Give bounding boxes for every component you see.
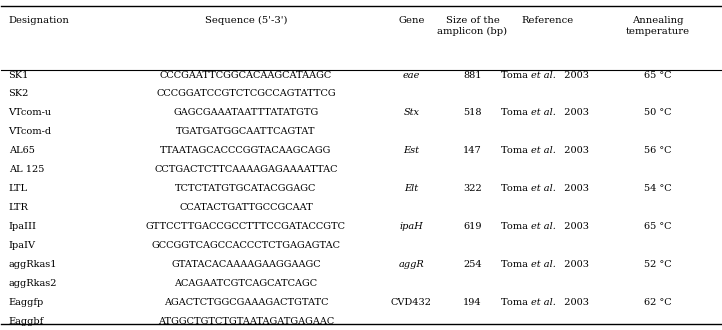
Text: CCCGGATCCGTCTCGCCAGTATTCG: CCCGGATCCGTCTCGCCAGTATTCG <box>156 89 336 98</box>
Text: GTATACACAAAAGAAGGAAGC: GTATACACAAAAGAAGGAAGC <box>171 260 321 269</box>
Text: AGACTCTGGCGAAAGACTGTATC: AGACTCTGGCGAAAGACTGTATC <box>164 298 329 307</box>
Text: 65 °C: 65 °C <box>644 222 671 231</box>
Text: 65 °C: 65 °C <box>644 71 671 80</box>
Text: aggRkas1: aggRkas1 <box>9 260 57 269</box>
Text: ipaH: ipaH <box>399 222 423 231</box>
Text: AL 125: AL 125 <box>9 165 44 175</box>
Text: Gene: Gene <box>398 16 425 25</box>
Text: VTcom-d: VTcom-d <box>9 127 52 136</box>
Text: 322: 322 <box>463 184 482 193</box>
Text: et al.: et al. <box>531 71 557 80</box>
Text: 50 °C: 50 °C <box>644 109 671 117</box>
Text: 56 °C: 56 °C <box>644 147 671 155</box>
Text: Toma: Toma <box>501 222 531 231</box>
Text: 518: 518 <box>464 109 482 117</box>
Text: 62 °C: 62 °C <box>644 298 671 307</box>
Text: SK2: SK2 <box>9 89 29 98</box>
Text: VTcom-u: VTcom-u <box>9 109 52 117</box>
Text: 147: 147 <box>463 147 482 155</box>
Text: Elt: Elt <box>404 184 419 193</box>
Text: et al.: et al. <box>531 147 557 155</box>
Text: Eaggfp: Eaggfp <box>9 298 44 307</box>
Text: Toma: Toma <box>501 298 531 307</box>
Text: 2003: 2003 <box>558 184 589 193</box>
Text: IpaIII: IpaIII <box>9 222 37 231</box>
Text: TTAATAGCACCCGGTACAAGCAGG: TTAATAGCACCCGGTACAAGCAGG <box>160 147 331 155</box>
Text: Sequence (5'-3'): Sequence (5'-3') <box>204 16 287 25</box>
Text: CCTGACTCTTCAAAAGAGAAAATTAC: CCTGACTCTTCAAAAGAGAAAATTAC <box>155 165 338 175</box>
Text: 2003: 2003 <box>558 260 589 269</box>
Text: 2003: 2003 <box>558 298 589 307</box>
Text: 2003: 2003 <box>558 71 589 80</box>
Text: eae: eae <box>403 71 420 80</box>
Text: Toma: Toma <box>501 109 531 117</box>
Text: Stx: Stx <box>404 109 419 117</box>
Text: Toma: Toma <box>501 184 531 193</box>
Text: GTTCCTTGACCGCCTTTCCGATACCGTC: GTTCCTTGACCGCCTTTCCGATACCGTC <box>146 222 346 231</box>
Text: AL65: AL65 <box>9 147 35 155</box>
Text: LTR: LTR <box>9 203 28 213</box>
Text: Reference: Reference <box>522 16 574 25</box>
Text: Toma: Toma <box>501 260 531 269</box>
Text: IpaIV: IpaIV <box>9 241 35 250</box>
Text: GCCGGTCAGCCACCCTCTGAGAGTAC: GCCGGTCAGCCACCCTCTGAGAGTAC <box>152 241 341 250</box>
Text: et al.: et al. <box>531 260 557 269</box>
Text: et al.: et al. <box>531 109 557 117</box>
Text: ACAGAATCGTCAGCATCAGC: ACAGAATCGTCAGCATCAGC <box>174 279 318 288</box>
Text: Toma: Toma <box>501 71 531 80</box>
Text: CCATACTGATTGCCGCAAT: CCATACTGATTGCCGCAAT <box>179 203 313 213</box>
Text: Est: Est <box>404 147 419 155</box>
Text: et al.: et al. <box>531 298 557 307</box>
Text: 194: 194 <box>464 298 482 307</box>
Text: 2003: 2003 <box>558 147 589 155</box>
Text: LTL: LTL <box>9 184 27 193</box>
Text: 54 °C: 54 °C <box>644 184 671 193</box>
Text: aggRkas2: aggRkas2 <box>9 279 57 288</box>
Text: Annealing
temperature: Annealing temperature <box>626 16 690 36</box>
Text: 2003: 2003 <box>558 222 589 231</box>
Text: 619: 619 <box>464 222 482 231</box>
Text: ATGGCTGTCTGTAATAGATGAGAAC: ATGGCTGTCTGTAATAGATGAGAAC <box>158 317 334 326</box>
Text: SK1: SK1 <box>9 71 29 80</box>
Text: aggR: aggR <box>399 260 425 269</box>
Text: CCCGAATTCGGCACAAGCATAAGC: CCCGAATTCGGCACAAGCATAAGC <box>160 71 332 80</box>
Text: 52 °C: 52 °C <box>644 260 671 269</box>
Text: TCTCTATGTGCATACGGAGC: TCTCTATGTGCATACGGAGC <box>175 184 317 193</box>
Text: Toma: Toma <box>501 147 531 155</box>
Text: 881: 881 <box>464 71 482 80</box>
Text: et al.: et al. <box>531 222 557 231</box>
Text: CVD432: CVD432 <box>391 298 432 307</box>
Text: 254: 254 <box>464 260 482 269</box>
Text: Size of the
amplicon (bp): Size of the amplicon (bp) <box>438 16 508 36</box>
Text: Eaggbf: Eaggbf <box>9 317 44 326</box>
Text: TGATGATGGCAATTCAGTAT: TGATGATGGCAATTCAGTAT <box>176 127 316 136</box>
Text: et al.: et al. <box>531 184 557 193</box>
Text: 2003: 2003 <box>558 109 589 117</box>
Text: GAGCGAAATAATTTATATGTG: GAGCGAAATAATTTATATGTG <box>173 109 318 117</box>
Text: Designation: Designation <box>9 16 69 25</box>
